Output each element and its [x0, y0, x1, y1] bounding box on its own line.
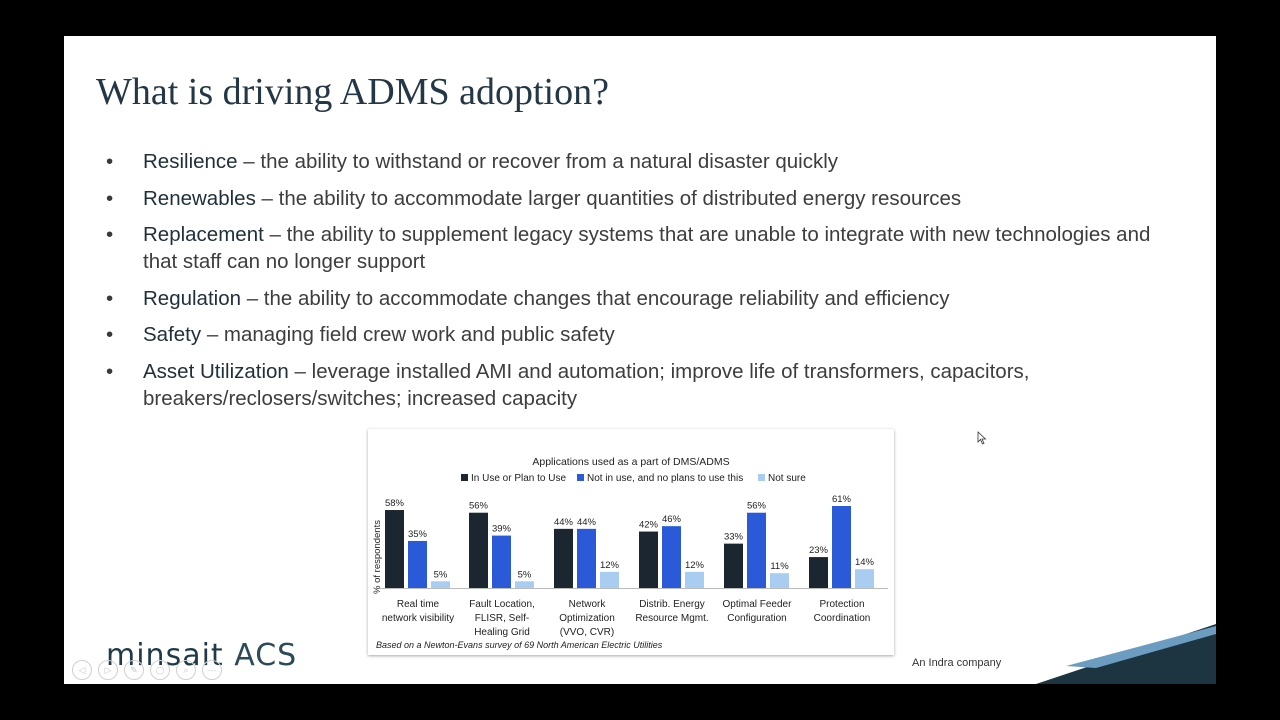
bar [515, 581, 534, 588]
slide-title: What is driving ADMS adoption? [96, 71, 609, 113]
bar [639, 531, 658, 588]
legend-swatch [577, 474, 584, 481]
bar [770, 573, 789, 588]
bullet-text: – the ability to accommodate larger quan… [255, 186, 962, 210]
data-label: 14% [855, 557, 875, 568]
category-label: Optimization [559, 613, 615, 624]
legend-swatch [758, 474, 765, 481]
slide: What is driving ADMS adoption? • Resilien… [64, 36, 1216, 684]
bar [747, 512, 766, 588]
bullet-marker: • [106, 323, 114, 346]
bar [600, 571, 619, 588]
data-label: 23% [809, 545, 829, 556]
data-label: 5% [518, 569, 532, 580]
bullet-term: Regulation [143, 286, 242, 310]
data-label: 58% [385, 498, 405, 509]
data-label: 35% [408, 529, 428, 540]
bullet-term: Resilience [143, 150, 238, 173]
data-label: 61% [832, 494, 852, 505]
category-label: Coordination [814, 613, 871, 624]
data-label: 44% [577, 517, 597, 528]
logo-product: ACS [234, 638, 298, 673]
legend-swatch [461, 474, 468, 481]
data-label: 42% [639, 520, 659, 531]
bullet-item: • Renewables – the ability to accommodate… [106, 185, 1186, 212]
chart-title: Applications used as a part of DMS/ADMS [532, 456, 729, 468]
data-label: 56% [469, 501, 489, 512]
bar [431, 581, 450, 588]
data-label: 12% [600, 560, 620, 571]
bullet-item: • Replacement – the ability to supplement… [106, 221, 1186, 275]
bullet-item: • Resilience – the ability to withstand o… [106, 148, 1186, 175]
slide-control-button[interactable]: ✎ [124, 660, 144, 680]
category-label: (VVO, CVR) [560, 627, 614, 638]
bullet-term: Renewables [143, 186, 256, 210]
slide-control-button[interactable]: ▷ [98, 660, 118, 680]
legend-label: Not in use, and no plans to use this [587, 473, 743, 484]
mouse-cursor-icon [977, 431, 987, 445]
bullet-item: • Asset Utilization – leverage installed … [106, 358, 1186, 412]
category-label: network visibility [382, 613, 454, 624]
chart-frame: Applications used as a part of DMS/ADMS I… [368, 429, 894, 655]
slide-controls: ◁ ▷ ✎ ▢ ⌕ ⋯ [72, 660, 222, 680]
bar [809, 557, 828, 588]
corner-decoration [1036, 624, 1216, 684]
bullet-item: • Regulation – the ability to accommodate… [106, 285, 1186, 312]
category-label: Fault Location, [469, 599, 535, 610]
bullet-text: – the ability to withstand or recover fr… [237, 150, 839, 173]
bullet-marker: • [106, 359, 114, 383]
bar-chart: Applications used as a part of DMS/ADMS I… [372, 456, 888, 650]
category-label: Configuration [727, 613, 786, 624]
data-label: 11% [770, 561, 789, 572]
bullet-text: – the ability to supplement legacy syste… [143, 223, 1151, 273]
bar [469, 512, 488, 588]
slide-control-button[interactable]: ⋯ [202, 660, 222, 680]
bar [724, 543, 743, 588]
slide-control-button[interactable]: ◁ [72, 660, 92, 680]
bar [492, 535, 511, 588]
category-label: Optimal Feeder [723, 599, 793, 610]
slide-control-button[interactable]: ▢ [150, 660, 170, 680]
category-label: Real time [397, 599, 440, 610]
bar [685, 571, 704, 588]
legend-label: In Use or Plan to Use [471, 473, 566, 484]
bar [385, 510, 404, 588]
tagline: An Indra company [912, 657, 1002, 669]
bullet-term: Safety [143, 323, 202, 346]
legend-label: Not sure [768, 473, 806, 484]
bullet-marker: • [106, 223, 114, 246]
bar [577, 528, 596, 588]
bullet-item: • Safety – managing field crew work and p… [106, 321, 1186, 348]
data-label: 39% [492, 524, 512, 535]
category-label: Network [569, 599, 607, 610]
bar [832, 506, 851, 588]
chart-footnote: Based on a Newton-Evans survey of 69 Nor… [376, 640, 663, 650]
data-label: 5% [434, 569, 448, 580]
bullet-term: Replacement [143, 223, 264, 246]
bullet-marker: • [106, 286, 114, 310]
bullet-text: – managing field crew work and public sa… [201, 323, 615, 346]
data-label: 33% [724, 532, 744, 543]
category-label: Resource Mgmt. [635, 613, 708, 624]
data-label: 56% [747, 501, 767, 512]
bullet-term: Asset Utilization [143, 359, 289, 383]
bullet-text: – leverage installed AMI and automation;… [143, 359, 1030, 410]
bar [662, 526, 681, 588]
category-label: Protection [819, 599, 864, 610]
bar [408, 540, 427, 588]
bar [554, 528, 573, 588]
category-label: Distrib. Energy [639, 599, 705, 610]
data-label: 12% [685, 560, 705, 571]
category-label: Healing Grid [474, 627, 530, 638]
category-label: FLISR, Self- [475, 613, 529, 624]
bullet-list: • Resilience – the ability to withstand o… [106, 148, 1186, 421]
bullet-marker: • [106, 186, 114, 210]
bullet-marker: • [106, 150, 114, 173]
data-label: 44% [554, 517, 574, 528]
bullet-text: – the ability to accommodate changes tha… [241, 286, 950, 310]
bar [855, 569, 874, 588]
data-label: 46% [662, 514, 682, 525]
slide-control-button[interactable]: ⌕ [176, 660, 196, 680]
y-axis-label: % of respondents [372, 520, 383, 594]
